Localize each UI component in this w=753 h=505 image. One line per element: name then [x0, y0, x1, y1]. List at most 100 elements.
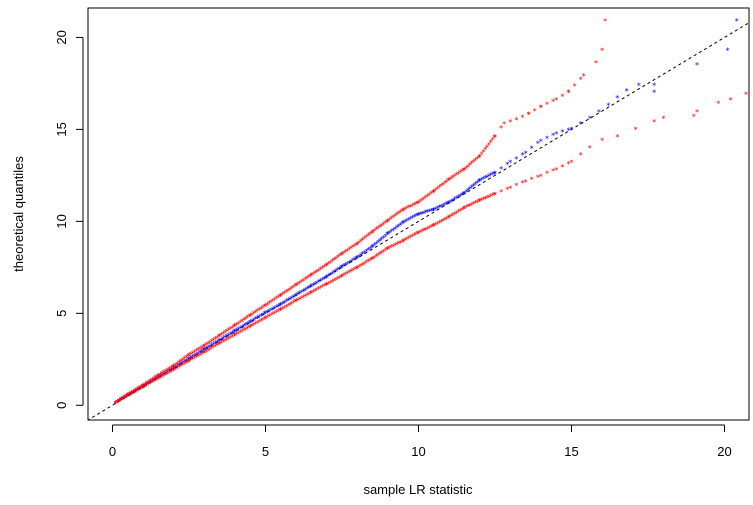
- data-point: *: [483, 174, 487, 183]
- data-point: *: [223, 337, 227, 346]
- data-point: *: [339, 264, 343, 273]
- data-point: *: [208, 343, 212, 352]
- data-point: *: [344, 248, 348, 257]
- data-point: *: [202, 342, 206, 351]
- data-point: *: [570, 125, 574, 134]
- data-point: *: [200, 350, 204, 359]
- data-point: *: [174, 363, 178, 372]
- data-point: *: [429, 190, 433, 199]
- data-point: *: [313, 269, 317, 278]
- data-point: *: [395, 224, 399, 233]
- data-point: *: [370, 229, 374, 238]
- data-point: *: [186, 352, 190, 361]
- data-point: *: [164, 367, 168, 376]
- data-point: *: [128, 391, 132, 400]
- data-point: *: [370, 255, 374, 264]
- data-point: *: [160, 371, 164, 380]
- data-point: *: [192, 348, 196, 357]
- data-point: *: [416, 230, 420, 239]
- data-point: *: [376, 251, 380, 260]
- data-point: *: [462, 166, 466, 175]
- data-point: *: [162, 369, 166, 378]
- data-point: *: [527, 111, 531, 120]
- data-point: *: [441, 181, 445, 190]
- data-point: *: [376, 238, 380, 247]
- data-point: *: [244, 325, 248, 334]
- data-point: *: [322, 282, 326, 291]
- data-point: *: [521, 151, 525, 160]
- data-point: *: [288, 296, 292, 305]
- data-point: *: [344, 261, 348, 270]
- data-point: *: [322, 275, 326, 284]
- data-point: *: [208, 346, 212, 355]
- data-point: *: [434, 186, 438, 195]
- data-point: *: [115, 398, 119, 407]
- data-point: *: [284, 288, 288, 297]
- data-point: *: [143, 383, 147, 392]
- data-point: *: [172, 365, 176, 374]
- data-point: *: [370, 244, 374, 253]
- data-point: *: [353, 242, 357, 251]
- data-point: *: [431, 222, 435, 231]
- data-point: *: [263, 302, 267, 311]
- data-point: *: [229, 325, 233, 334]
- data-point: *: [615, 94, 619, 103]
- data-point: *: [355, 254, 359, 263]
- data-point: *: [179, 360, 183, 369]
- data-point: *: [410, 233, 414, 242]
- data-point: *: [160, 370, 164, 379]
- data-point: *: [340, 263, 344, 272]
- data-point: *: [473, 180, 477, 189]
- data-point: *: [186, 356, 190, 365]
- data-point: *: [417, 229, 421, 238]
- data-point: *: [324, 274, 328, 283]
- data-point: *: [279, 306, 283, 315]
- data-point: *: [524, 178, 528, 187]
- data-point: *: [281, 291, 285, 300]
- data-point: *: [227, 326, 231, 335]
- data-point: *: [131, 389, 135, 398]
- data-point: *: [175, 364, 179, 373]
- data-point: *: [256, 314, 260, 323]
- data-point: *: [200, 348, 204, 357]
- data-point: *: [418, 228, 422, 237]
- data-point: *: [334, 276, 338, 285]
- data-point: *: [416, 199, 420, 208]
- data-point: *: [449, 175, 453, 184]
- data-point: *: [191, 356, 195, 365]
- data-point: *: [432, 188, 436, 197]
- data-point: *: [244, 321, 248, 330]
- data-point: *: [156, 375, 160, 384]
- data-point: *: [133, 388, 137, 397]
- data-point: *: [439, 203, 443, 212]
- data-point: *: [560, 163, 564, 172]
- data-point: *: [485, 173, 489, 182]
- data-point: *: [298, 295, 302, 304]
- data-point: *: [588, 144, 592, 153]
- data-point: *: [729, 96, 733, 105]
- data-point: *: [143, 382, 147, 391]
- data-point: *: [128, 391, 132, 400]
- data-point: *: [566, 89, 570, 98]
- data-point: *: [206, 340, 210, 349]
- data-point: *: [227, 331, 231, 340]
- data-point: *: [414, 212, 418, 221]
- data-point: *: [200, 344, 204, 353]
- data-point: *: [194, 353, 198, 362]
- data-point: *: [502, 120, 506, 129]
- data-point: *: [327, 272, 331, 281]
- data-point: *: [432, 222, 436, 231]
- data-point: *: [551, 131, 555, 140]
- data-point: *: [215, 334, 219, 343]
- data-point: *: [147, 380, 151, 389]
- data-point: *: [219, 336, 223, 345]
- data-point: *: [219, 339, 223, 348]
- data-point: *: [248, 319, 252, 328]
- data-point: *: [378, 237, 382, 246]
- data-point: *: [499, 165, 503, 174]
- data-point: *: [250, 317, 254, 326]
- data-point: *: [221, 335, 225, 344]
- data-point: *: [464, 204, 468, 213]
- data-point: *: [172, 363, 176, 372]
- data-point: *: [600, 136, 604, 145]
